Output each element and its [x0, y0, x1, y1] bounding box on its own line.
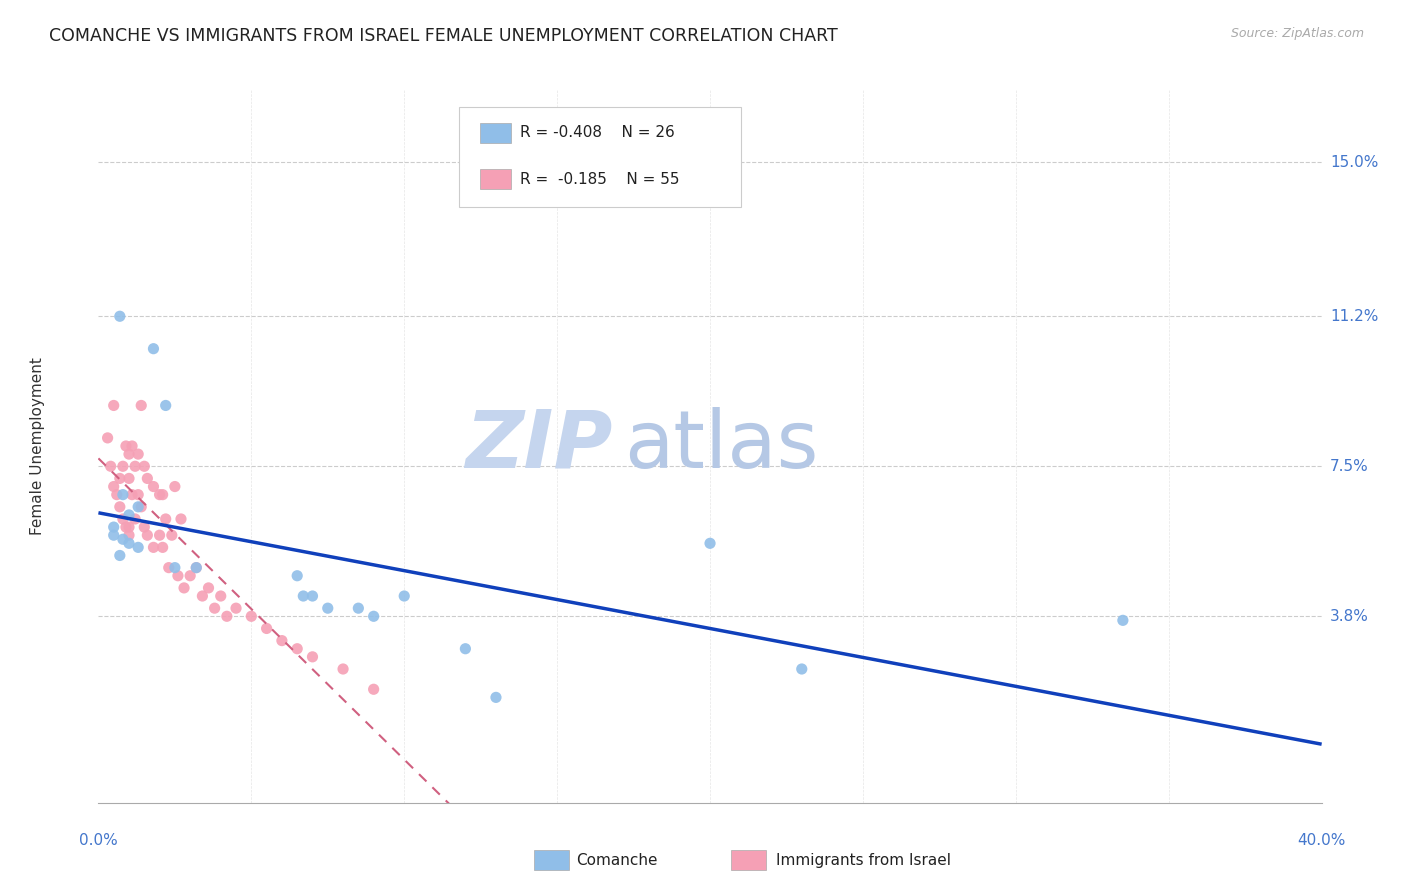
Point: [134, 459, 156, 474]
Point: [97, 431, 120, 445]
Point: [108, 471, 131, 485]
Point: [225, 601, 247, 615]
Point: [392, 589, 416, 603]
Text: Source: ZipAtlas.com: Source: ZipAtlas.com: [1230, 27, 1364, 40]
Text: Comanche: Comanche: [576, 854, 658, 868]
Point: [124, 459, 146, 474]
Text: R =  -0.185    N = 55: R = -0.185 N = 55: [520, 171, 681, 186]
Point: [127, 541, 149, 555]
Point: [209, 589, 232, 603]
Point: [103, 528, 125, 542]
Point: [240, 609, 263, 624]
Point: [152, 488, 174, 502]
Point: [108, 310, 131, 324]
Point: [157, 560, 180, 574]
Point: [127, 447, 149, 461]
Point: [292, 589, 315, 603]
Point: [136, 471, 159, 485]
Text: ZIP: ZIP: [465, 407, 612, 485]
Point: [124, 512, 146, 526]
Point: [155, 399, 177, 413]
Point: [127, 500, 149, 514]
Point: [118, 447, 141, 461]
Point: [485, 690, 508, 705]
Point: [332, 662, 354, 676]
Point: [215, 609, 238, 624]
Point: [363, 682, 385, 697]
FancyBboxPatch shape: [479, 123, 510, 143]
Point: [347, 601, 370, 615]
Point: [1112, 613, 1135, 627]
Point: [301, 649, 323, 664]
Point: [127, 488, 149, 502]
Text: 15.0%: 15.0%: [1330, 154, 1378, 169]
Point: [186, 560, 208, 574]
Point: [111, 459, 134, 474]
Point: [103, 399, 125, 413]
Text: R = -0.408    N = 26: R = -0.408 N = 26: [520, 125, 675, 140]
Text: 7.5%: 7.5%: [1330, 458, 1368, 474]
Point: [142, 541, 165, 555]
Point: [285, 568, 308, 582]
Point: [103, 520, 125, 534]
Text: 3.8%: 3.8%: [1330, 609, 1369, 624]
Point: [118, 508, 141, 522]
Point: [197, 581, 219, 595]
Text: 0.0%: 0.0%: [79, 833, 118, 848]
Text: 40.0%: 40.0%: [1298, 833, 1346, 848]
Point: [111, 512, 134, 526]
Point: [121, 439, 143, 453]
Point: [152, 541, 174, 555]
Point: [115, 439, 138, 453]
Point: [111, 533, 134, 547]
FancyBboxPatch shape: [460, 107, 741, 207]
Point: [363, 609, 385, 624]
Point: [103, 479, 125, 493]
Point: [186, 560, 208, 574]
Point: [204, 601, 226, 615]
Point: [108, 500, 131, 514]
Point: [134, 520, 156, 534]
Point: [111, 488, 134, 502]
Point: [316, 601, 339, 615]
Point: [118, 536, 141, 550]
Point: [179, 568, 201, 582]
Text: Female Unemployment: Female Unemployment: [30, 357, 45, 535]
Point: [108, 549, 131, 563]
Point: [270, 633, 292, 648]
Point: [699, 536, 721, 550]
Point: [160, 528, 183, 542]
Text: COMANCHE VS IMMIGRANTS FROM ISRAEL FEMALE UNEMPLOYMENT CORRELATION CHART: COMANCHE VS IMMIGRANTS FROM ISRAEL FEMAL…: [49, 27, 838, 45]
Text: Immigrants from Israel: Immigrants from Israel: [776, 854, 950, 868]
Point: [149, 528, 172, 542]
Point: [118, 471, 141, 485]
Point: [118, 520, 141, 534]
Point: [301, 589, 323, 603]
Point: [118, 528, 141, 542]
Point: [790, 662, 813, 676]
Point: [129, 399, 152, 413]
Point: [142, 479, 165, 493]
Point: [167, 568, 190, 582]
Point: [170, 512, 193, 526]
Point: [129, 500, 152, 514]
Point: [454, 641, 477, 656]
Point: [136, 528, 159, 542]
Point: [163, 560, 186, 574]
Point: [163, 479, 186, 493]
Point: [285, 641, 308, 656]
FancyBboxPatch shape: [479, 169, 510, 189]
Point: [149, 488, 172, 502]
Text: atlas: atlas: [624, 407, 818, 485]
Point: [155, 512, 177, 526]
Point: [121, 488, 143, 502]
Point: [105, 488, 128, 502]
Point: [115, 520, 138, 534]
Point: [191, 589, 214, 603]
Point: [256, 622, 278, 636]
Point: [142, 342, 165, 356]
Text: 11.2%: 11.2%: [1330, 309, 1378, 324]
Point: [100, 459, 122, 474]
Point: [173, 581, 195, 595]
